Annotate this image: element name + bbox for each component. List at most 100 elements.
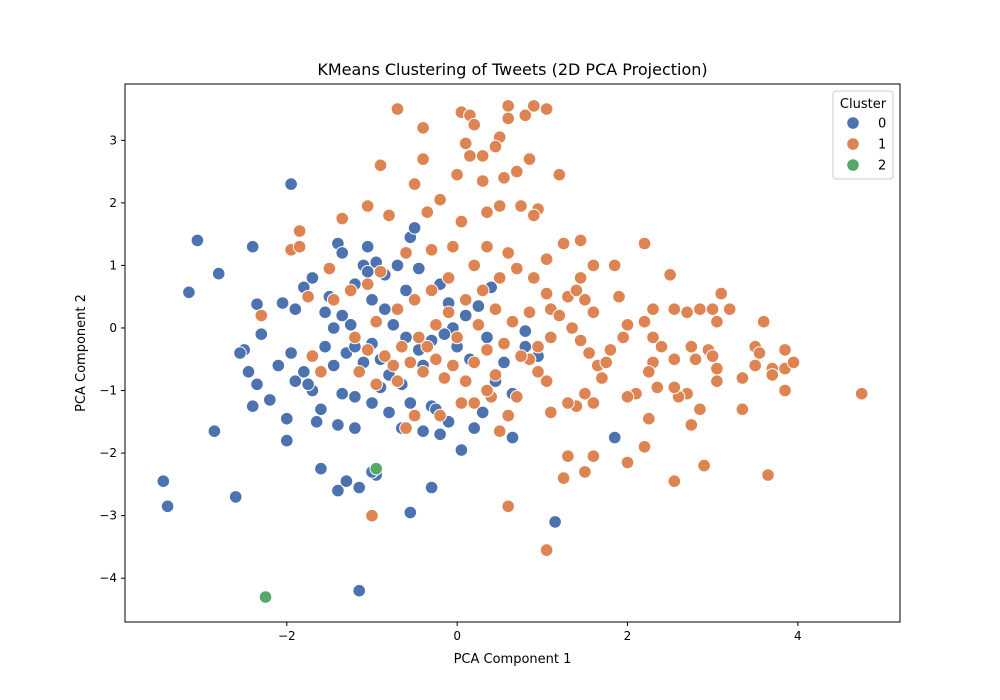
data-point-cluster-1 — [501, 246, 516, 260]
data-point-cluster-1 — [416, 152, 430, 166]
data-point-cluster-1 — [322, 261, 337, 276]
legend-label-cluster-0: 0 — [878, 117, 886, 132]
data-point-cluster-1 — [378, 349, 392, 363]
data-point-cluster-1 — [437, 371, 452, 385]
data-point-cluster-0 — [245, 399, 260, 414]
data-point-cluster-1 — [642, 411, 656, 426]
data-point-cluster-2 — [258, 590, 273, 604]
data-point-cluster-1 — [586, 258, 601, 273]
data-point-cluster-0 — [156, 474, 171, 489]
data-point-cluster-1 — [578, 293, 592, 307]
data-point-cluster-0 — [382, 405, 396, 420]
y-tick-label: 1 — [109, 258, 117, 272]
data-point-cluster-1 — [578, 386, 592, 401]
data-point-cluster-0 — [241, 365, 256, 379]
data-point-cluster-1 — [475, 283, 490, 298]
data-point-cluster-0 — [343, 318, 358, 332]
data-point-cluster-1 — [620, 390, 635, 404]
y-tick-label: 0 — [109, 321, 117, 335]
data-point-cluster-0 — [305, 271, 320, 285]
data-point-cluster-1 — [407, 293, 422, 307]
data-point-cluster-1 — [450, 167, 464, 182]
data-point-cluster-0 — [335, 386, 350, 401]
data-point-cluster-0 — [271, 358, 286, 373]
y-tick-label: −3 — [99, 509, 117, 523]
data-point-cluster-1 — [501, 408, 516, 423]
data-point-cluster-0 — [318, 339, 332, 354]
data-point-cluster-0 — [211, 266, 226, 281]
data-point-cluster-1 — [301, 289, 315, 304]
data-point-cluster-1 — [573, 233, 588, 248]
data-point-cluster-1 — [335, 211, 350, 226]
data-point-cluster-0 — [433, 427, 447, 442]
data-point-cluster-1 — [420, 339, 435, 354]
y-axis-label: PCA Component 2 — [74, 294, 89, 412]
data-point-cluster-1 — [544, 330, 558, 345]
data-point-cluster-1 — [390, 374, 405, 389]
data-point-cluster-1 — [446, 239, 460, 254]
data-point-cluster-0 — [190, 233, 205, 248]
data-point-cluster-1 — [407, 177, 422, 191]
data-point-cluster-1 — [586, 305, 601, 320]
data-point-cluster-0 — [280, 433, 294, 448]
data-point-cluster-1 — [492, 271, 507, 285]
data-point-cluster-0 — [505, 430, 520, 445]
data-point-cluster-1 — [412, 330, 426, 345]
data-point-cluster-0 — [331, 418, 345, 432]
data-point-cluster-1 — [722, 302, 737, 317]
data-point-cluster-1 — [527, 271, 541, 285]
data-point-cluster-1 — [429, 352, 443, 367]
data-point-cluster-1 — [480, 205, 494, 219]
data-point-cluster-1 — [552, 167, 567, 182]
data-point-cluster-0 — [160, 499, 175, 514]
data-point-cluster-1 — [756, 314, 771, 329]
data-point-cluster-1 — [454, 214, 469, 229]
data-point-cluster-1 — [492, 424, 507, 439]
data-point-cluster-1 — [569, 283, 584, 298]
data-point-cluster-1 — [556, 236, 571, 251]
data-point-cluster-1 — [637, 236, 652, 251]
data-point-cluster-1 — [748, 358, 763, 373]
data-point-cluster-1 — [667, 352, 682, 367]
data-point-cluster-1 — [369, 314, 384, 329]
data-point-cluster-1 — [561, 449, 575, 464]
data-point-cluster-1 — [488, 302, 503, 317]
data-point-cluster-1 — [450, 330, 464, 345]
data-point-cluster-1 — [254, 308, 269, 323]
data-point-cluster-0 — [352, 583, 367, 598]
data-point-cluster-0 — [280, 411, 294, 426]
data-point-cluster-0 — [497, 355, 511, 370]
data-point-cluster-1 — [514, 349, 528, 363]
data-point-cluster-1 — [369, 377, 384, 392]
x-tick-label: 4 — [794, 629, 802, 643]
legend-box — [832, 90, 894, 180]
y-tick-label: 2 — [109, 196, 117, 210]
data-point-cluster-0 — [467, 421, 482, 435]
data-point-cluster-1 — [735, 402, 750, 417]
data-point-cluster-0 — [309, 415, 324, 429]
data-point-cluster-0 — [360, 264, 375, 279]
data-point-cluster-1 — [510, 261, 524, 276]
data-point-cluster-0 — [233, 346, 247, 360]
data-point-cluster-0 — [335, 308, 350, 323]
data-point-cluster-1 — [424, 283, 439, 298]
data-point-cluster-1 — [399, 246, 413, 260]
data-point-cluster-1 — [578, 465, 592, 479]
data-point-cluster-0 — [365, 396, 379, 410]
data-point-cluster-1 — [778, 383, 792, 398]
data-point-cluster-1 — [710, 361, 724, 376]
data-point-cluster-1 — [314, 365, 328, 379]
data-point-cluster-1 — [705, 302, 720, 317]
data-point-cluster-2 — [369, 461, 384, 476]
y-tick-label: −1 — [99, 384, 117, 398]
data-point-cluster-1 — [433, 408, 447, 423]
data-point-cluster-1 — [667, 302, 682, 317]
x-tick-label: 2 — [624, 629, 632, 643]
data-point-cluster-1 — [646, 302, 660, 317]
legend-marker-cluster-2 — [846, 158, 860, 172]
data-point-cluster-1 — [531, 339, 545, 354]
data-point-cluster-1 — [637, 440, 652, 454]
data-point-cluster-0 — [399, 283, 413, 298]
data-point-cluster-1 — [684, 418, 699, 432]
data-point-cluster-1 — [539, 252, 554, 267]
